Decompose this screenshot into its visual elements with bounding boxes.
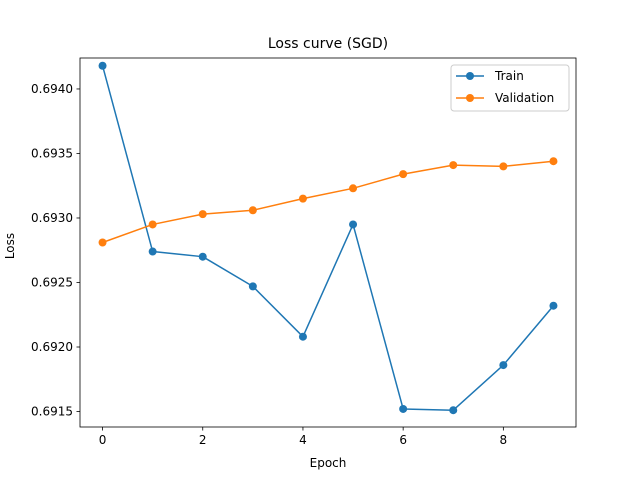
train-point	[399, 404, 408, 413]
validation-point	[449, 161, 458, 170]
x-tick-label: 6	[399, 433, 407, 447]
train-point	[499, 361, 508, 370]
train-legend-label: Train	[494, 69, 524, 83]
x-tick-label: 2	[199, 433, 207, 447]
validation-point	[198, 210, 207, 219]
y-tick-label: 0.6935	[31, 146, 73, 160]
y-axis-label: Loss	[3, 233, 17, 259]
validation-point	[399, 170, 408, 179]
validation-point	[499, 162, 508, 171]
y-tick-label: 0.6925	[31, 275, 73, 289]
y-tick-label: 0.6915	[31, 405, 73, 419]
train-point	[349, 220, 358, 229]
train-legend-marker	[466, 72, 474, 80]
x-tick-label: 4	[299, 433, 307, 447]
y-tick-label: 0.6940	[31, 82, 73, 96]
train-point	[198, 252, 207, 261]
validation-point	[549, 157, 558, 166]
validation-point	[349, 184, 358, 193]
validation-legend-label: Validation	[495, 91, 554, 105]
x-tick-label: 0	[99, 433, 107, 447]
train-point	[449, 406, 458, 415]
y-tick-label: 0.6930	[31, 211, 73, 225]
train-series-line	[101, 65, 555, 411]
legend: Train Validation	[450, 64, 570, 112]
train-point	[148, 247, 157, 256]
validation-point	[148, 220, 157, 229]
train-point	[549, 301, 558, 310]
validation-point	[98, 238, 107, 247]
axes-frame	[79, 57, 577, 428]
train-point	[98, 61, 107, 70]
train-point	[298, 332, 307, 341]
validation-point	[298, 194, 307, 203]
y-tick-label: 0.6920	[31, 340, 73, 354]
train-point	[248, 282, 257, 291]
chart-title: Loss curve (SGD)	[268, 36, 388, 52]
x-tick-label: 8	[500, 433, 508, 447]
validation-point	[248, 206, 257, 215]
x-axis-label: Epoch	[310, 456, 347, 470]
plot-area: 0 2 4 6 8 0.6915 0.6920 0.6925 0.6930 0.6935 0.694…	[31, 57, 577, 447]
validation-legend-marker	[466, 94, 474, 102]
validation-series-line	[102, 160, 554, 244]
